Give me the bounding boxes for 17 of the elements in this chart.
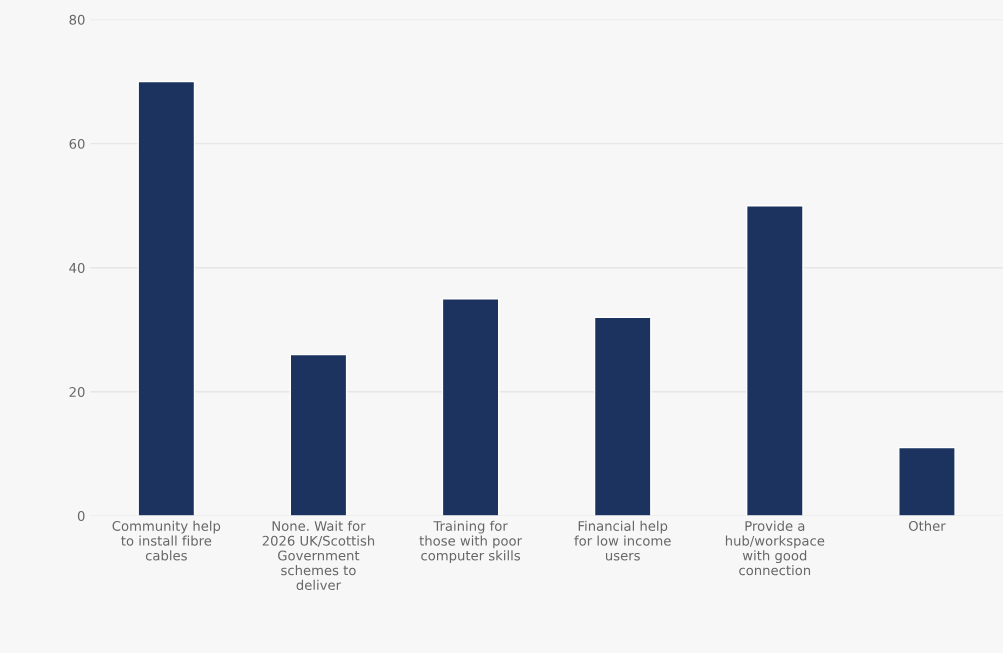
x-tick-label: Community help to install fibre cables bbox=[112, 520, 221, 561]
bar bbox=[593, 316, 652, 516]
y-tick-label: 60 bbox=[69, 138, 85, 149]
y-tick-label: 0 bbox=[77, 511, 85, 522]
y-tick-label: 20 bbox=[69, 387, 85, 397]
bar bbox=[441, 298, 500, 516]
bar bbox=[745, 204, 804, 516]
y-tick-label: 40 bbox=[69, 262, 85, 273]
bar bbox=[898, 446, 956, 516]
x-tick-label: Other bbox=[908, 520, 946, 531]
x-tick-label: Provide a hub/workspace with good connection bbox=[725, 520, 825, 576]
y-tick-label: 80 bbox=[69, 14, 85, 25]
x-tick-label: Financial help for low income users bbox=[574, 520, 671, 561]
bar bbox=[289, 353, 348, 516]
x-tick-label: Training for those with poor computer skills bbox=[419, 520, 523, 564]
x-tick-label: None. Wait for 2026 UK/Scottish Government schemes to deliver bbox=[262, 520, 375, 591]
bar bbox=[137, 80, 196, 516]
